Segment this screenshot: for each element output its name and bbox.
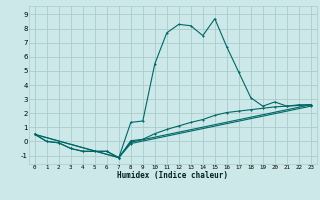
X-axis label: Humidex (Indice chaleur): Humidex (Indice chaleur) [117,171,228,180]
